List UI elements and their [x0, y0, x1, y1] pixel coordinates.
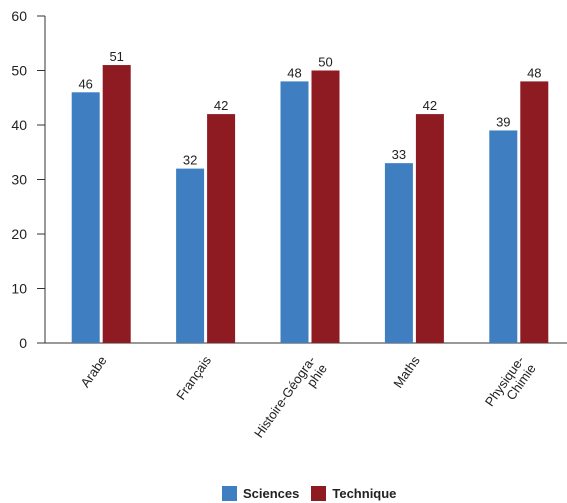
bar-technique-1 [207, 114, 236, 343]
data-label-sciences-3: 33 [392, 147, 406, 162]
legend-label-technique: Technique [332, 486, 397, 501]
bar-sciences-1 [176, 168, 205, 343]
category-label-2: Histoire-Géogra-phie [251, 353, 330, 448]
data-label-sciences-1: 32 [183, 153, 197, 168]
data-label-sciences-2: 48 [287, 65, 301, 80]
data-label-sciences-0: 46 [78, 76, 92, 91]
bar-sciences-0 [71, 92, 100, 343]
bar-sciences-2 [280, 81, 309, 344]
category-label-0: Arabe [77, 353, 109, 390]
legend: Sciences Technique [222, 486, 396, 501]
category-label-4: Physique-Chimie [482, 353, 539, 417]
bar-technique-3 [415, 114, 444, 343]
y-tick-label: 0 [19, 335, 27, 351]
y-tick-label: 40 [11, 117, 27, 133]
data-label-technique-0: 51 [109, 49, 123, 64]
legend-label-sciences: Sciences [243, 486, 300, 501]
bar-technique-2 [311, 70, 340, 343]
legend-swatch-technique [311, 486, 327, 501]
y-tick-label: 10 [11, 281, 27, 297]
data-label-technique-2: 50 [318, 55, 332, 70]
bar-technique-0 [102, 65, 131, 344]
category-label-line: Arabe [77, 353, 109, 390]
category-label-3: Maths [390, 353, 423, 391]
legend-item-sciences: Sciences [222, 486, 299, 501]
y-tick-label: 60 [11, 8, 27, 24]
y-tick-label: 20 [11, 226, 27, 242]
category-label-line: Maths [390, 353, 423, 391]
category-label-line: Français [173, 353, 214, 403]
data-labels: 46 51 32 42 48 50 33 42 39 48 [78, 49, 541, 168]
bars [71, 65, 549, 344]
bar-sciences-4 [489, 130, 518, 343]
data-label-technique-4: 48 [527, 65, 541, 80]
legend-item-technique: Technique [311, 486, 396, 501]
y-axis-ticks: 0 10 20 30 40 50 60 [11, 8, 45, 351]
data-label-sciences-4: 39 [496, 114, 510, 129]
data-label-technique-3: 42 [423, 98, 437, 113]
data-label-technique-1: 42 [214, 98, 228, 113]
category-label-1: Français [173, 353, 214, 403]
bar-technique-4 [520, 81, 549, 344]
y-tick-label: 30 [11, 172, 27, 188]
category-label-line: Histoire-Géogra- [251, 353, 318, 440]
legend-swatch-sciences [222, 486, 237, 501]
category-labels: Arabe Français Histoire-Géogra-phie Maths Ph… [77, 353, 539, 448]
y-tick-label: 50 [11, 63, 27, 79]
bar-sciences-3 [384, 163, 413, 343]
